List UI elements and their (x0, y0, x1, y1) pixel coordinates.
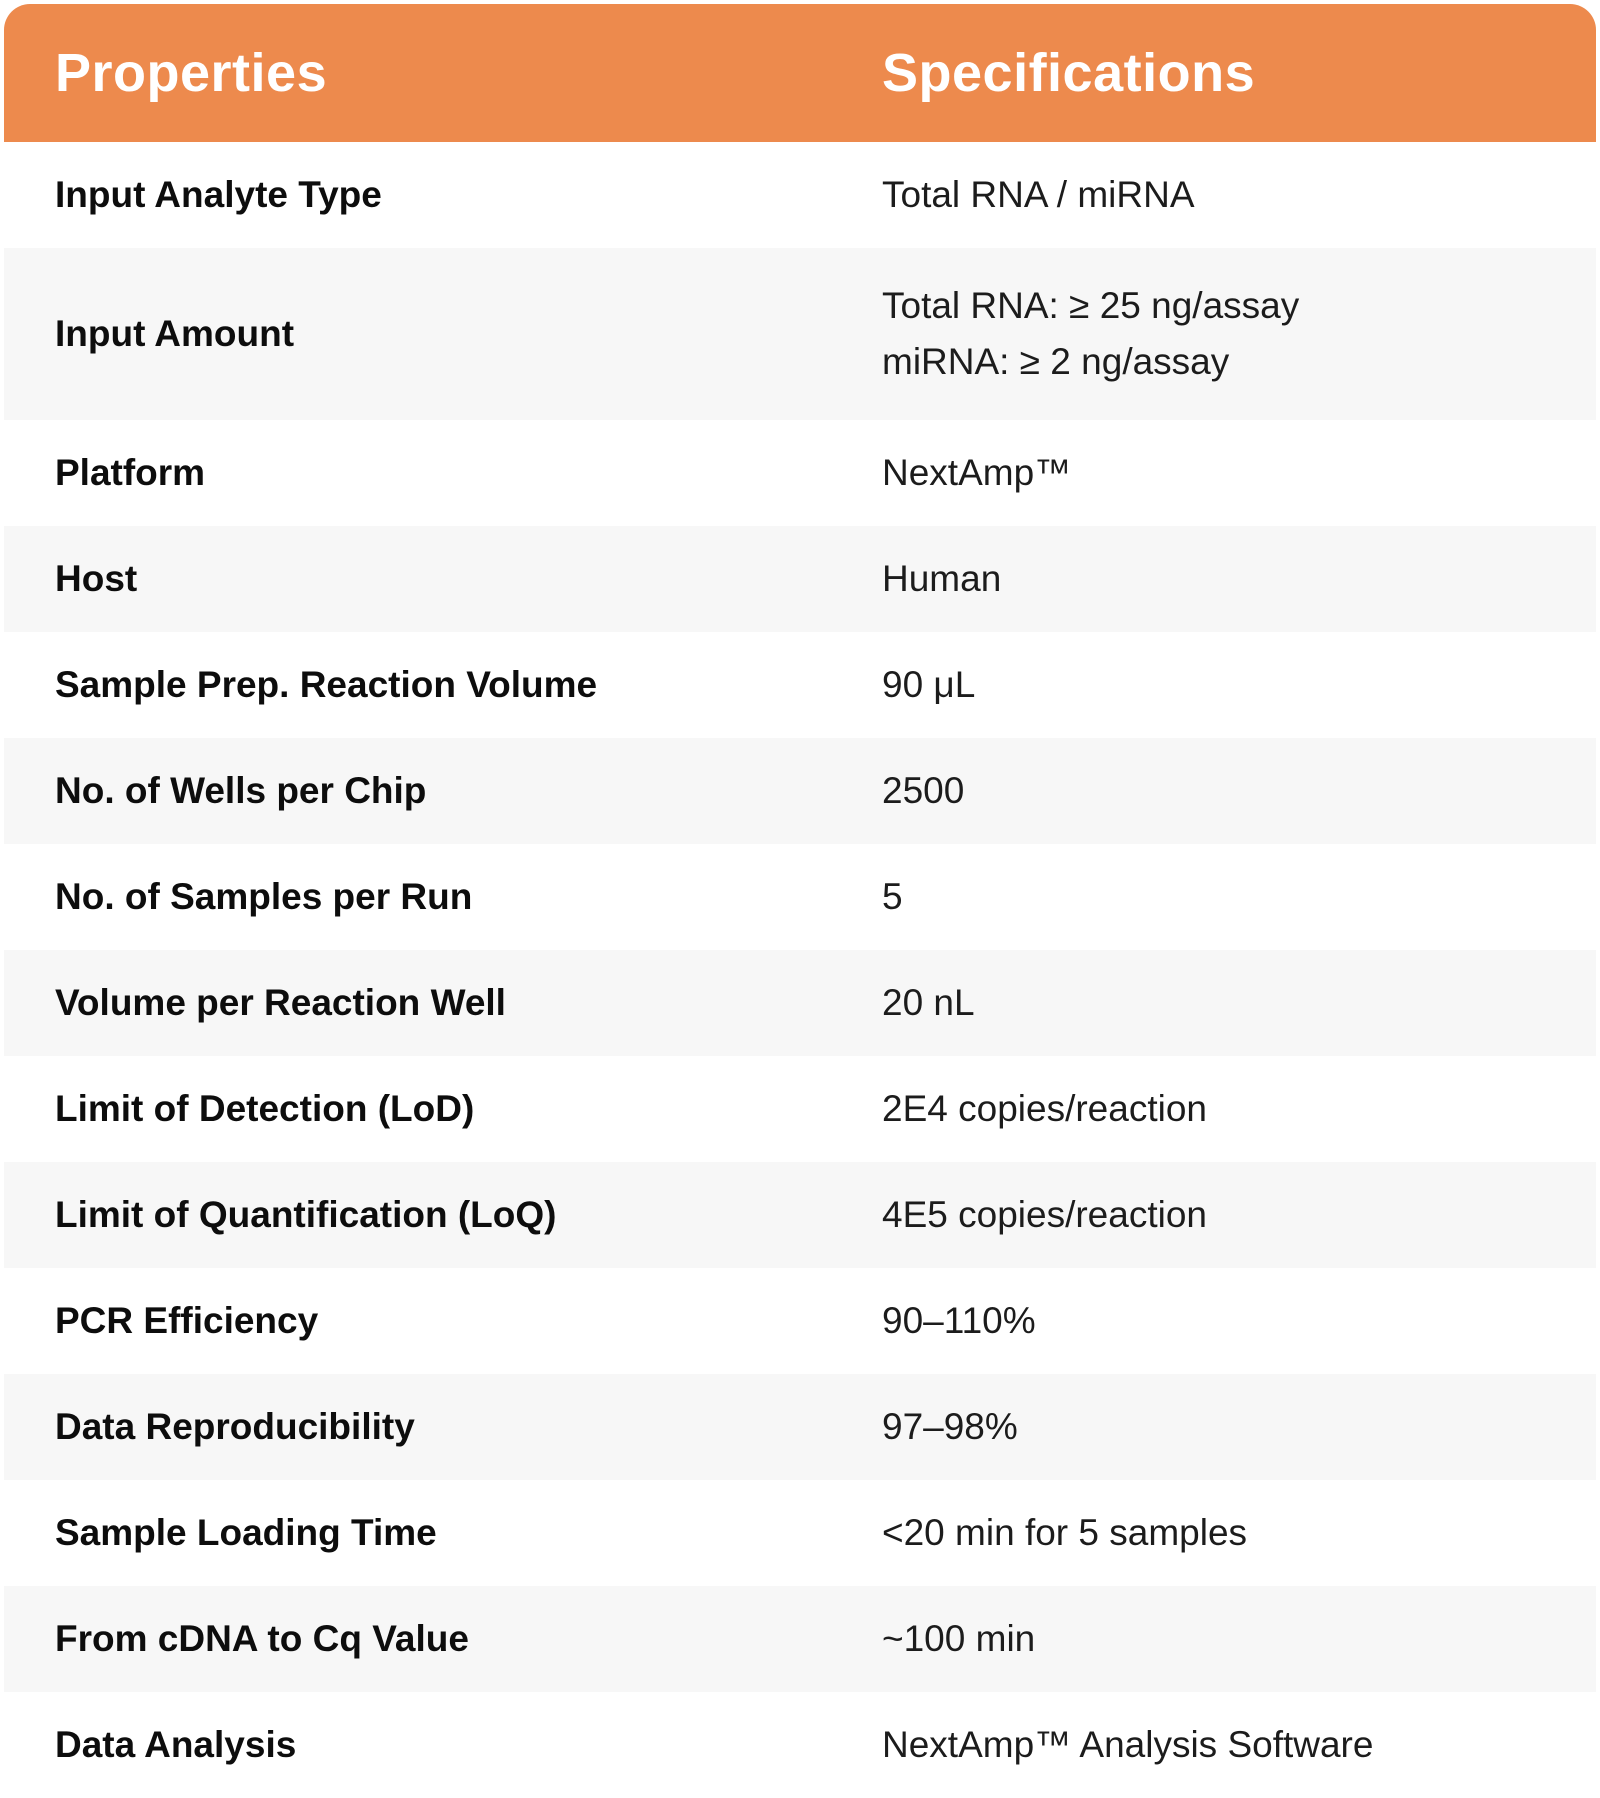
specification-cell: NextAmp™ Analysis Software (882, 1724, 1374, 1765)
table-row: No. of Wells per Chip 2500 (4, 738, 1596, 844)
specification-cell: 97–98% (882, 1406, 1018, 1447)
property-cell: No. of Samples per Run (55, 875, 473, 917)
specification-cell: 2500 (882, 770, 965, 811)
property-cell: Limit of Quantification (LoQ) (55, 1193, 557, 1235)
table-row: Volume per Reaction Well 20 nL (4, 950, 1596, 1056)
specification-cell: Total RNA / miRNA (882, 174, 1195, 215)
property-cell: Sample Loading Time (55, 1511, 437, 1553)
specification-cell: 90 μL (882, 664, 976, 705)
column-header-specifications: Specifications (882, 43, 1256, 103)
property-cell: Data Analysis (55, 1723, 297, 1765)
property-cell: PCR Efficiency (55, 1299, 319, 1341)
property-cell: Sample Prep. Reaction Volume (55, 663, 598, 705)
table-row: Data Analysis NextAmp™ Analysis Software (4, 1692, 1596, 1798)
specification-cell: 4E5 copies/reaction (882, 1194, 1207, 1235)
table-row: Data Reproducibility 97–98% (4, 1374, 1596, 1480)
specification-cell: Human (882, 558, 1002, 599)
table-header: Properties Specifications (4, 4, 1596, 142)
table-row: Input Analyte Type Total RNA / miRNA (4, 142, 1596, 248)
column-header-properties: Properties (55, 43, 328, 103)
table-row: No. of Samples per Run 5 (4, 844, 1596, 950)
property-cell: Data Reproducibility (55, 1405, 415, 1447)
property-cell: Host (55, 557, 138, 599)
property-cell: Volume per Reaction Well (55, 981, 506, 1023)
table-row: Input Amount Total RNA: ≥ 25 ng/assay miR… (4, 248, 1596, 420)
specification-cell: NextAmp™ (882, 452, 1072, 493)
property-cell: Input Amount (55, 312, 295, 354)
table-row: Limit of Quantification (LoQ) 4E5 copies… (4, 1162, 1596, 1268)
property-cell: From cDNA to Cq Value (55, 1617, 469, 1659)
specifications-table: Properties Specifications Input Analyte … (4, 4, 1596, 1798)
property-cell: Input Analyte Type (55, 173, 382, 215)
specification-cell: 2E4 copies/reaction (882, 1088, 1207, 1129)
table-row: Platform NextAmp™ (4, 420, 1596, 526)
table-row: PCR Efficiency 90–110% (4, 1268, 1596, 1374)
specification-cell: 90–110% (882, 1300, 1036, 1341)
table-row: Limit of Detection (LoD) 2E4 copies/reac… (4, 1056, 1596, 1162)
specification-cell: 5 (882, 876, 903, 917)
table-row: From cDNA to Cq Value ~100 min (4, 1586, 1596, 1692)
specification-cell: <20 min for 5 samples (882, 1512, 1248, 1553)
property-cell: No. of Wells per Chip (55, 769, 427, 811)
table-row: Host Human (4, 526, 1596, 632)
table-row: Sample Prep. Reaction Volume 90 μL (4, 632, 1596, 738)
specification-cell: 20 nL (882, 982, 975, 1023)
specification-cell: Total RNA: ≥ 25 ng/assay miRNA: ≥ 2 ng/as… (882, 285, 1300, 382)
table-row: Sample Loading Time <20 min for 5 sample… (4, 1480, 1596, 1586)
property-cell: Platform (55, 451, 206, 493)
table-body: Input Analyte Type Total RNA / miRNA Inp… (4, 142, 1596, 1798)
property-cell: Limit of Detection (LoD) (55, 1087, 475, 1129)
specification-cell: ~100 min (882, 1618, 1036, 1659)
